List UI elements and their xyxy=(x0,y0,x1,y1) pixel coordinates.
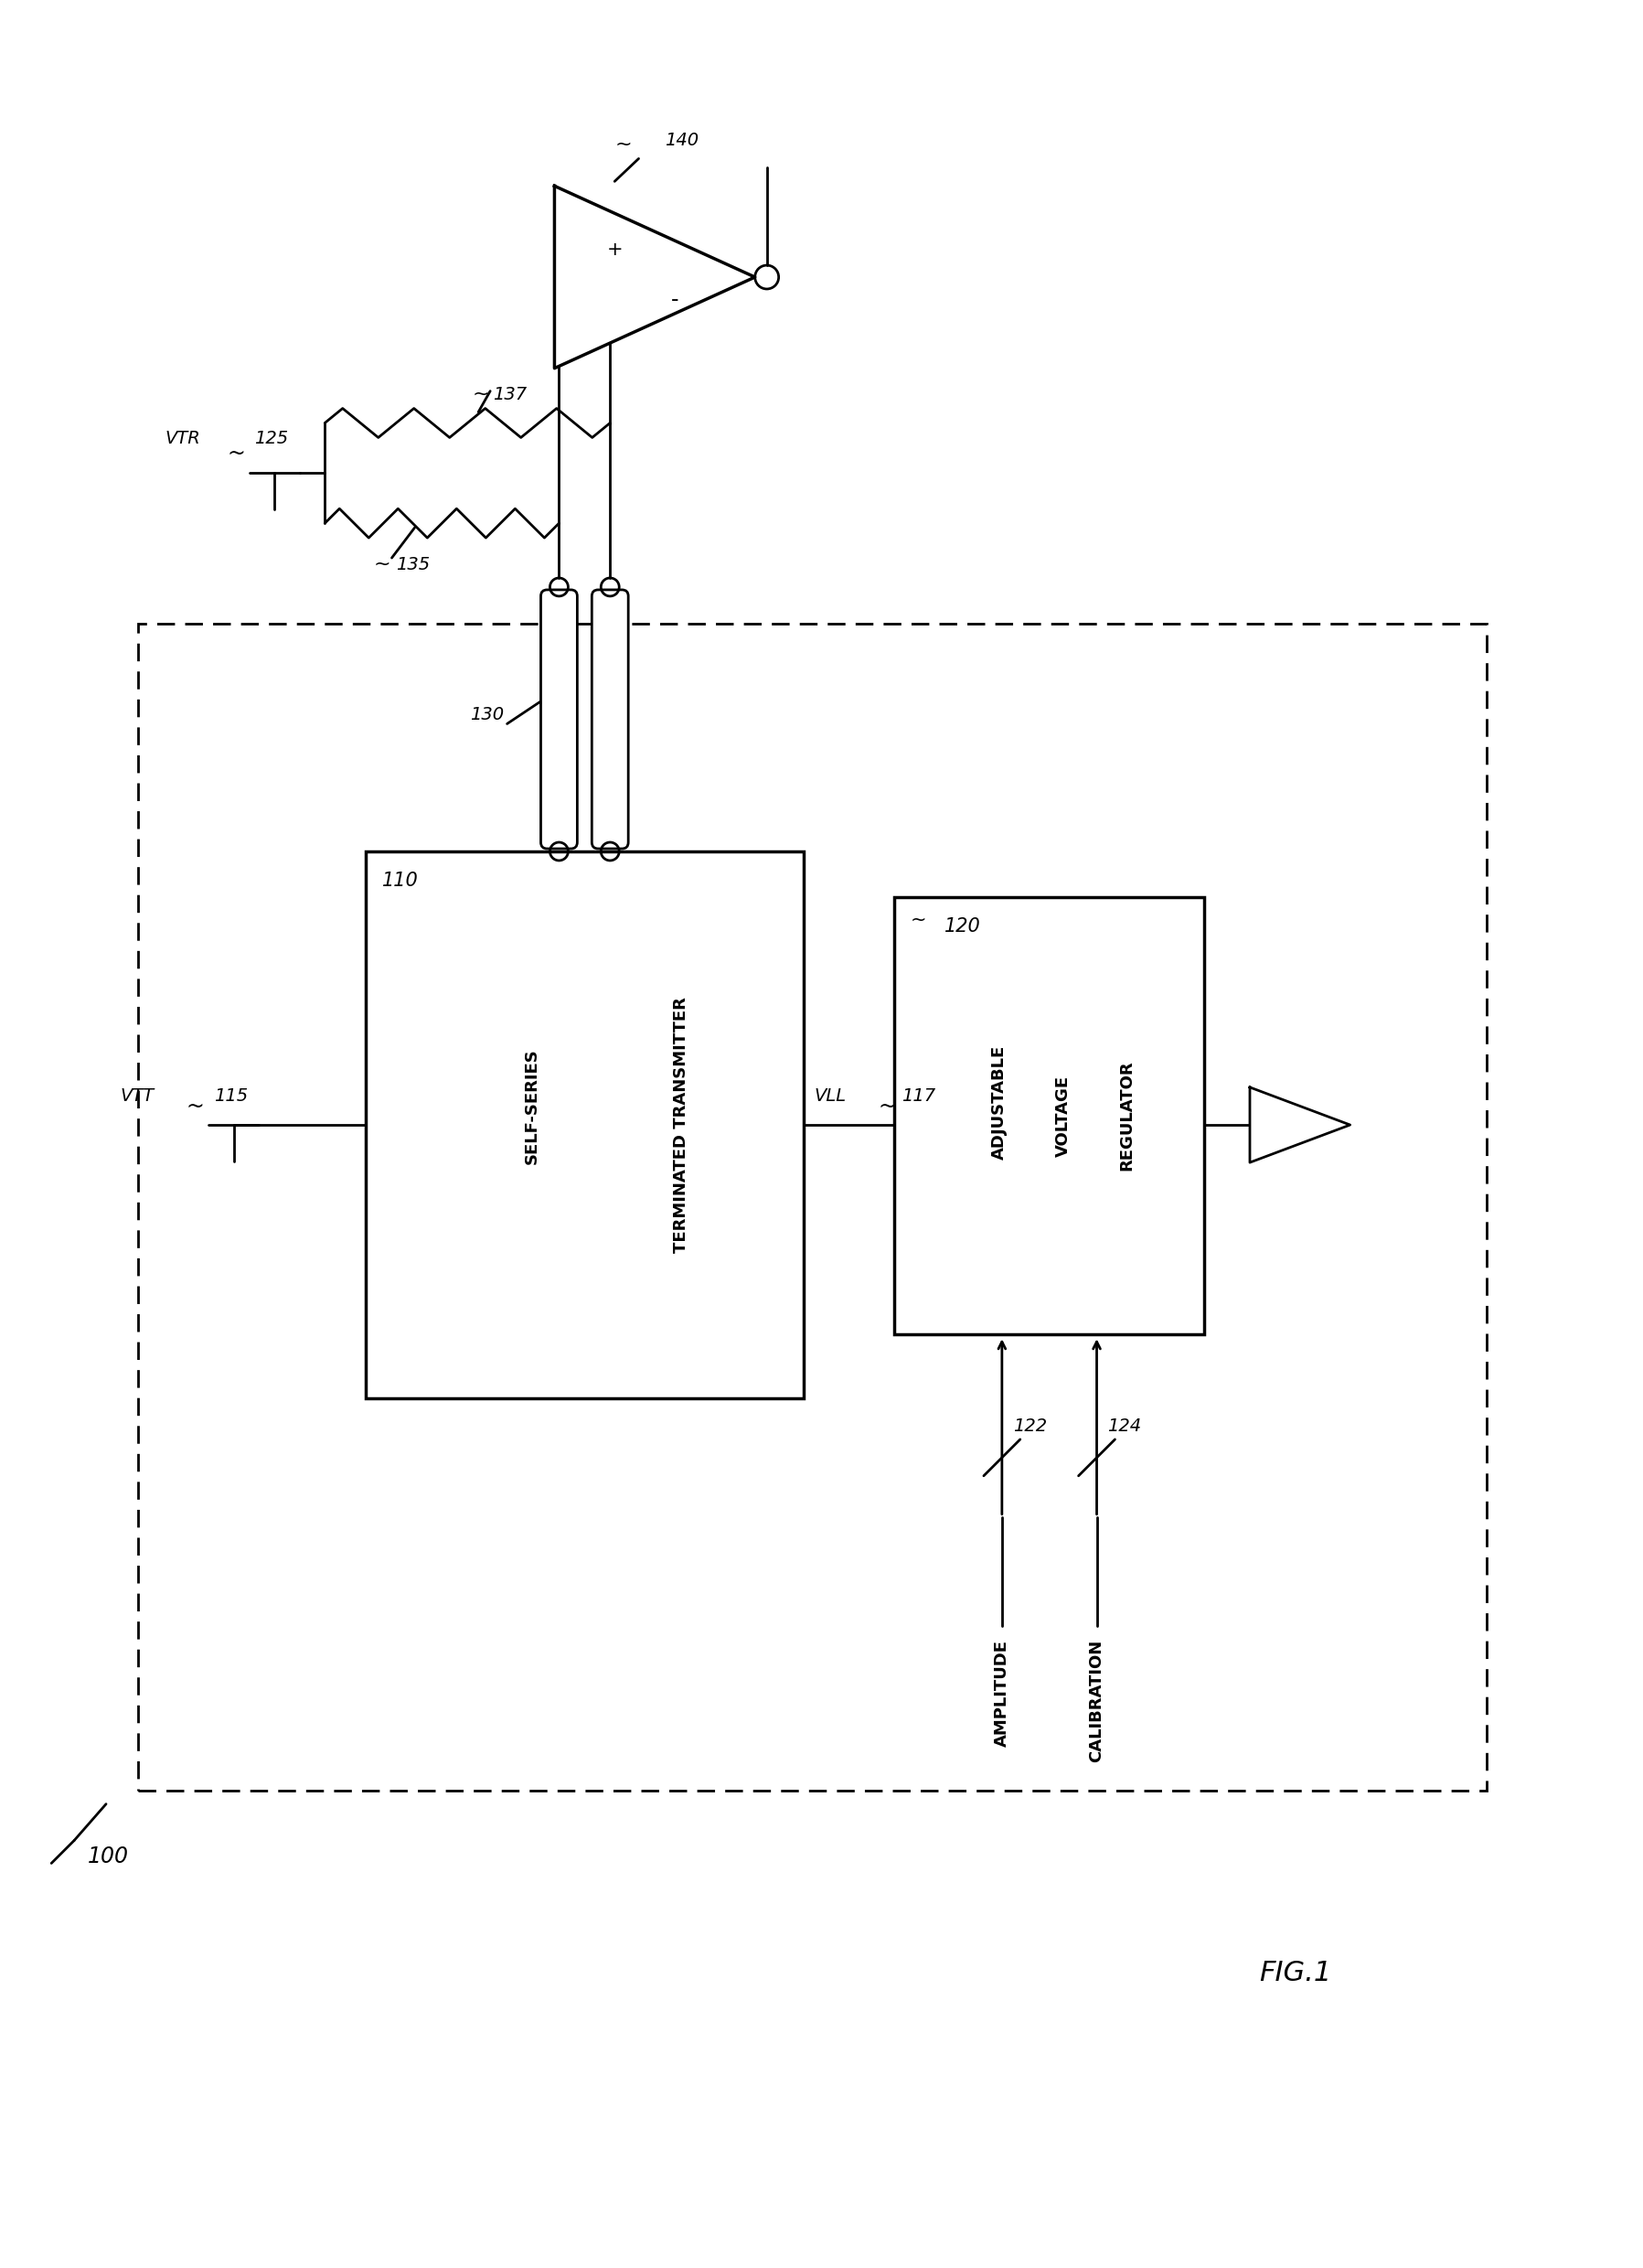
Text: ~: ~ xyxy=(614,134,631,154)
Text: VLL: VLL xyxy=(815,1086,846,1105)
Text: 140: 140 xyxy=(665,132,698,150)
FancyBboxPatch shape xyxy=(541,590,577,848)
Polygon shape xyxy=(554,186,756,367)
Text: FIG.1: FIG.1 xyxy=(1259,1960,1331,1987)
Text: 124: 124 xyxy=(1107,1418,1142,1436)
Text: AMPLITUDE: AMPLITUDE xyxy=(994,1640,1010,1746)
Text: ~: ~ xyxy=(877,1095,895,1118)
Text: CALIBRATION: CALIBRATION xyxy=(1089,1640,1106,1762)
Text: ~: ~ xyxy=(373,556,391,574)
Text: VTT: VTT xyxy=(120,1086,154,1105)
Text: 122: 122 xyxy=(1012,1418,1047,1436)
Bar xyxy=(894,896,1204,1334)
Text: ADJUSTABLE: ADJUSTABLE xyxy=(991,1046,1007,1159)
Bar xyxy=(138,624,1487,1789)
Text: VTR: VTR xyxy=(166,431,200,447)
Text: VOLTAGE: VOLTAGE xyxy=(1055,1075,1071,1157)
Text: 130: 130 xyxy=(470,705,504,723)
FancyBboxPatch shape xyxy=(591,590,628,848)
Text: 137: 137 xyxy=(493,386,527,404)
Text: REGULATOR: REGULATOR xyxy=(1119,1061,1135,1170)
Text: ~: ~ xyxy=(910,912,927,930)
Text: 120: 120 xyxy=(945,916,981,934)
Polygon shape xyxy=(1250,1086,1351,1163)
Text: 125: 125 xyxy=(255,431,289,447)
Text: -: - xyxy=(670,288,679,311)
Text: ~: ~ xyxy=(227,442,245,465)
Text: TERMINATED TRANSMITTER: TERMINATED TRANSMITTER xyxy=(672,998,688,1252)
Text: SELF-SERIES: SELF-SERIES xyxy=(524,1048,541,1163)
Text: 117: 117 xyxy=(902,1086,935,1105)
Bar xyxy=(366,850,803,1399)
Text: 135: 135 xyxy=(396,556,430,574)
Text: 115: 115 xyxy=(214,1086,248,1105)
Text: 110: 110 xyxy=(383,871,419,889)
Text: +: + xyxy=(606,240,623,259)
Text: ~: ~ xyxy=(186,1095,204,1118)
Text: ~: ~ xyxy=(472,386,490,404)
Text: 100: 100 xyxy=(87,1846,130,1869)
